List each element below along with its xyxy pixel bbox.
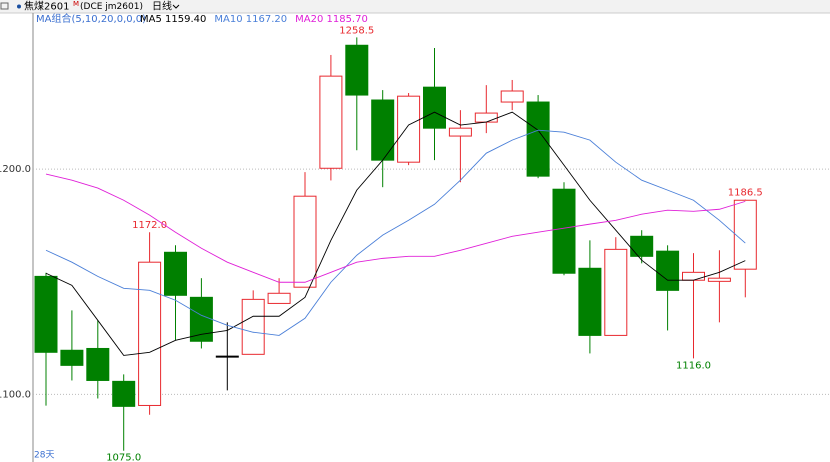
candle-body xyxy=(526,101,550,177)
candle-body xyxy=(733,199,757,270)
marker: M xyxy=(73,0,79,8)
candle-body xyxy=(34,275,58,353)
candle-body xyxy=(630,235,654,257)
legend-entry: MA10 1167.20 xyxy=(214,14,287,25)
candle-body xyxy=(578,267,602,336)
candle-body xyxy=(474,112,498,123)
candle-body xyxy=(112,380,136,407)
candle-body xyxy=(656,250,680,291)
candle-body xyxy=(371,99,395,161)
candle-body xyxy=(60,349,84,366)
candle-body xyxy=(293,195,317,288)
candle-body xyxy=(241,298,265,355)
low-label: 1116.0 xyxy=(676,360,711,371)
symbol-name: 焦煤2601 xyxy=(24,0,69,13)
high-label: 1172.0 xyxy=(132,220,167,231)
candle-body xyxy=(319,75,343,169)
high-label: 1258.5 xyxy=(339,25,374,36)
period-count: 28天 xyxy=(34,451,54,461)
candle-body xyxy=(267,292,291,304)
candle-body xyxy=(215,355,239,358)
symbol-code: (DCE jm2601) xyxy=(80,2,143,12)
candle-body xyxy=(707,277,731,282)
legend-entry: MA5 1159.40 xyxy=(140,14,206,25)
candle-body xyxy=(552,188,576,274)
high-label: 1186.5 xyxy=(728,188,763,199)
dot xyxy=(17,4,21,9)
candle-body xyxy=(138,261,162,406)
candle-body xyxy=(682,271,705,281)
candle-body xyxy=(164,251,187,296)
dropdown-arrow[interactable] xyxy=(172,4,180,9)
candle-body xyxy=(397,95,421,163)
window-icon xyxy=(0,2,9,10)
y-tick-label: 1200.0 xyxy=(0,164,31,175)
candle-body xyxy=(86,347,110,381)
legend-entry: MA20 1185.70 xyxy=(295,14,368,25)
ma-line xyxy=(45,129,746,336)
ma-line xyxy=(45,111,746,356)
y-tick-label: 1100.0 xyxy=(0,389,31,400)
indicator: MA组合(5,10,20,0,0,0) xyxy=(36,12,146,25)
candle-body xyxy=(448,127,472,137)
candle-body xyxy=(345,44,369,96)
low-label: 1075.0 xyxy=(106,453,141,462)
candle-body xyxy=(604,248,628,336)
candle-body xyxy=(500,90,524,103)
period[interactable]: 日线 xyxy=(152,0,172,13)
candle-body xyxy=(423,86,446,129)
header-bar xyxy=(0,0,830,13)
ma-line xyxy=(45,173,746,283)
